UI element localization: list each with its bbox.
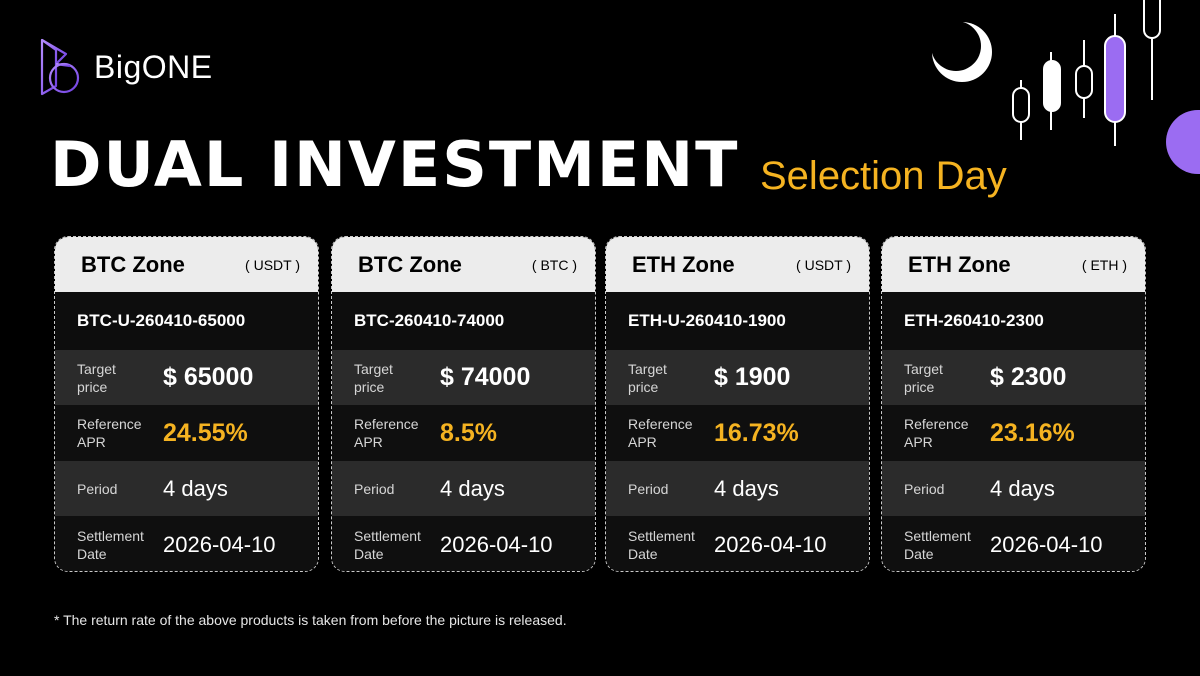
product-card-eth-usdt: ETH Zone ( USDT ) ETH-U-260410-1900 Targ… (605, 236, 870, 572)
settlement-label: Settlement Date (904, 527, 971, 562)
product-card-btc-btc: BTC Zone ( BTC ) BTC-260410-74000 Target… (331, 236, 596, 572)
product-code: ETH-260410-2300 (904, 311, 1044, 330)
target-price-row: Target price $ 65000 (55, 350, 318, 405)
apr-value: 24.55% (163, 418, 248, 447)
brand-name: BigONE (94, 48, 213, 85)
zone-name: BTC Zone (81, 251, 185, 277)
apr-label: Reference APR (77, 416, 142, 450)
product-cards: BTC Zone ( USDT ) BTC-U-260410-65000 Tar… (54, 236, 1146, 574)
zone-name: ETH Zone (908, 251, 1011, 277)
period-value: 4 days (440, 475, 505, 501)
apr-label: Reference APR (904, 416, 969, 450)
period-row: Period 4 days (55, 461, 318, 516)
settlement-label: Settlement Date (77, 527, 144, 562)
apr-value: 8.5% (440, 418, 497, 447)
settlement-row: Settlement Date 2026-04-10 (606, 516, 869, 571)
apr-label: Reference APR (354, 416, 419, 450)
apr-value: 16.73% (714, 418, 799, 447)
page-title: DUAL INVESTMENT (50, 128, 740, 201)
product-code-row: BTC-U-260410-65000 (55, 292, 318, 350)
brand-logo: BigONE (36, 36, 213, 98)
target-price-value: $ 74000 (440, 363, 531, 391)
card-header: BTC Zone ( USDT ) (55, 237, 318, 292)
period-label: Period (354, 480, 395, 497)
period-label: Period (904, 480, 945, 497)
zone-unit: ( ETH ) (1081, 256, 1127, 273)
target-price-label: Target price (77, 360, 116, 395)
target-price-row: Target price $ 74000 (332, 350, 595, 405)
period-label: Period (628, 480, 669, 497)
settlement-row: Settlement Date 2026-04-10 (55, 516, 318, 571)
apr-label: Reference APR (628, 416, 693, 450)
card-header: BTC Zone ( BTC ) (332, 237, 595, 292)
product-code-row: ETH-260410-2300 (882, 292, 1145, 350)
settlement-value: 2026-04-10 (714, 531, 827, 557)
apr-value: 23.16% (990, 418, 1075, 447)
settlement-value: 2026-04-10 (990, 531, 1103, 557)
footnote: * The return rate of the above products … (54, 612, 567, 628)
target-price-value: $ 65000 (163, 363, 254, 391)
product-code: BTC-260410-74000 (354, 311, 505, 330)
zone-unit: ( USDT ) (796, 256, 851, 273)
target-price-label: Target price (904, 360, 943, 395)
period-value: 4 days (714, 475, 779, 501)
period-row: Period 4 days (332, 461, 595, 516)
product-code: ETH-U-260410-1900 (628, 311, 786, 330)
zone-unit: ( USDT ) (245, 256, 300, 273)
card-header: ETH Zone ( USDT ) (606, 237, 869, 292)
card-header: ETH Zone ( ETH ) (882, 237, 1145, 292)
target-price-row: Target price $ 2300 (882, 350, 1145, 405)
target-price-label: Target price (354, 360, 393, 395)
bigone-logo-icon (40, 38, 80, 96)
product-card-eth-eth: ETH Zone ( ETH ) ETH-260410-2300 Target … (881, 236, 1146, 572)
product-code-row: ETH-U-260410-1900 (606, 292, 869, 350)
settlement-row: Settlement Date 2026-04-10 (332, 516, 595, 571)
apr-row: Reference APR 24.55% (55, 405, 318, 461)
target-price-value: $ 1900 (714, 363, 791, 391)
product-card-btc-usdt: BTC Zone ( USDT ) BTC-U-260410-65000 Tar… (54, 236, 319, 572)
period-label: Period (77, 480, 118, 497)
period-value: 4 days (163, 475, 228, 501)
zone-unit: ( BTC ) (531, 256, 577, 273)
settlement-label: Settlement Date (628, 527, 695, 562)
zone-name: BTC Zone (358, 251, 462, 277)
period-value: 4 days (990, 475, 1055, 501)
settlement-value: 2026-04-10 (163, 531, 276, 557)
apr-row: Reference APR 23.16% (882, 405, 1145, 461)
target-price-value: $ 2300 (990, 363, 1067, 391)
product-code: BTC-U-260410-65000 (77, 311, 246, 330)
period-row: Period 4 days (882, 461, 1145, 516)
settlement-value: 2026-04-10 (440, 531, 553, 557)
settlement-label: Settlement Date (354, 527, 421, 562)
product-code-row: BTC-260410-74000 (332, 292, 595, 350)
zone-name: ETH Zone (632, 251, 735, 277)
page-subtitle: Selection Day (760, 154, 1007, 198)
apr-row: Reference APR 16.73% (606, 405, 869, 461)
apr-row: Reference APR 8.5% (332, 405, 595, 461)
target-price-row: Target price $ 1900 (606, 350, 869, 405)
target-price-label: Target price (628, 360, 667, 395)
settlement-row: Settlement Date 2026-04-10 (882, 516, 1145, 571)
period-row: Period 4 days (606, 461, 869, 516)
